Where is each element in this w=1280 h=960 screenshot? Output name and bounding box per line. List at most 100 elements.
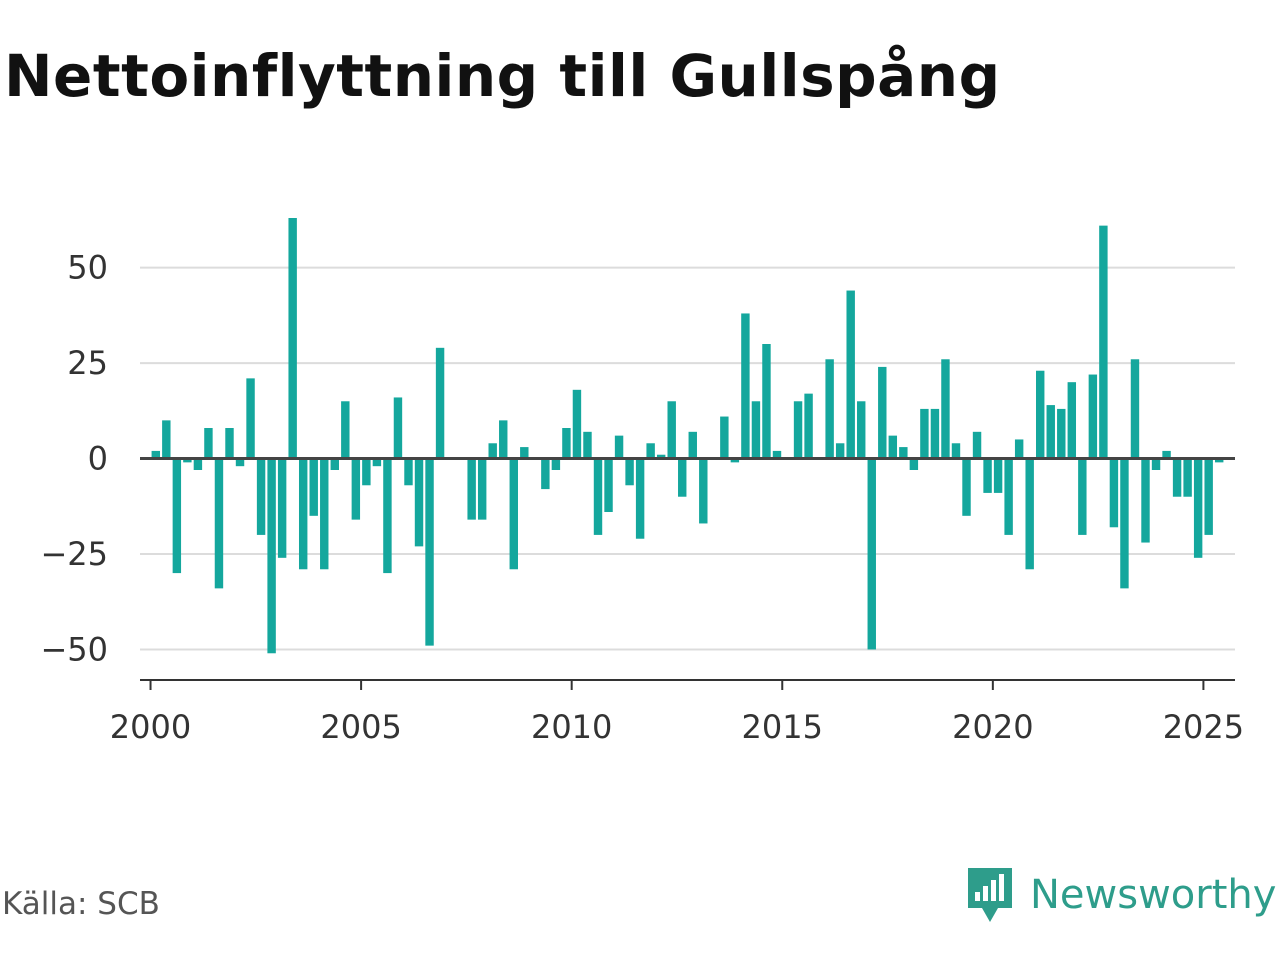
- bar: [751, 401, 761, 459]
- x-tick-label: 2005: [320, 708, 401, 746]
- bar: [330, 458, 339, 470]
- bar: [1151, 458, 1161, 470]
- bar: [614, 435, 624, 459]
- bar: [867, 458, 876, 650]
- bar: [309, 458, 318, 516]
- bar: [678, 458, 687, 497]
- bar: [225, 428, 234, 459]
- bar: [1172, 458, 1182, 497]
- bar: [204, 428, 213, 459]
- bar: [1078, 458, 1087, 535]
- bar: [962, 458, 971, 516]
- x-tick-label: 2020: [952, 708, 1033, 746]
- x-tick-label: 2000: [110, 708, 191, 746]
- bar: [835, 443, 845, 459]
- bar: [277, 458, 287, 558]
- bar: [1036, 370, 1045, 459]
- bar: [1067, 382, 1077, 459]
- bar: [772, 450, 782, 459]
- brand-logo: Newsworthy: [964, 864, 1276, 926]
- bar: [583, 431, 592, 459]
- bar: [372, 458, 382, 467]
- bar: [951, 443, 961, 459]
- bar: [267, 458, 276, 654]
- y-axis-tick-labels: 50 25 0 −25 −50: [40, 249, 108, 669]
- bar: [857, 401, 866, 459]
- source-note: Källa: SCB: [2, 886, 160, 922]
- y-tick-label: 50: [67, 249, 108, 287]
- bar: [341, 401, 350, 459]
- newsworthy-logo-icon: [968, 868, 1012, 922]
- bar: [699, 458, 708, 524]
- y-tick-label: −50: [40, 630, 108, 668]
- bar: [404, 458, 413, 486]
- bar: [1099, 225, 1108, 459]
- chart-title: Nettoinflyttning till Gullspång: [4, 42, 1001, 110]
- x-tick-label: 2015: [742, 708, 823, 746]
- bar: [1046, 405, 1055, 459]
- bar: [183, 458, 192, 463]
- bar: [162, 420, 171, 459]
- bar: [362, 458, 371, 486]
- bar: [720, 416, 729, 459]
- bar: [730, 458, 740, 463]
- bar: [551, 458, 561, 470]
- bar: [172, 458, 182, 574]
- x-axis-tick-labels: 2000 2005 2010 2015 2020 2025: [110, 708, 1244, 746]
- bar: [541, 458, 550, 490]
- bar: [741, 313, 750, 459]
- bar: [256, 458, 266, 535]
- bar: [1214, 458, 1224, 463]
- bar: [593, 458, 603, 535]
- bar: [1004, 458, 1013, 535]
- brand-name: Newsworthy: [1030, 872, 1277, 918]
- bar: [320, 458, 329, 570]
- bar: [909, 458, 919, 470]
- bar: [825, 359, 834, 459]
- bar: [972, 431, 982, 459]
- bar: [1130, 359, 1140, 459]
- bar: [1014, 439, 1024, 459]
- bar: [393, 397, 403, 459]
- bar: [298, 458, 308, 570]
- bar: [920, 408, 929, 459]
- bar: [604, 458, 613, 512]
- bar: [993, 458, 1003, 493]
- bar: [1057, 408, 1066, 459]
- bar: [572, 389, 582, 459]
- bar: [1025, 458, 1034, 570]
- bar: [467, 458, 476, 520]
- bar: [804, 393, 813, 459]
- bar: [214, 458, 224, 589]
- axes: [140, 457, 1235, 690]
- bar: [899, 447, 908, 459]
- bar: [477, 458, 487, 520]
- bar: [1120, 458, 1129, 589]
- bar: [983, 458, 992, 493]
- bar: [625, 458, 634, 486]
- y-tick-label: 0: [88, 440, 108, 478]
- bar: [667, 401, 676, 459]
- bar: [878, 366, 887, 459]
- bar: [499, 420, 508, 459]
- bar: [193, 458, 203, 470]
- bar: [520, 447, 529, 459]
- bar: [1088, 374, 1098, 459]
- bar: [562, 428, 571, 459]
- bar: [1204, 458, 1213, 535]
- bar: [351, 458, 361, 520]
- bar: [888, 435, 898, 459]
- bar: [793, 401, 803, 459]
- bar: [941, 359, 950, 459]
- bar: [1183, 458, 1192, 497]
- bar: [246, 378, 255, 459]
- bar: [288, 218, 297, 459]
- bar: [1162, 450, 1171, 459]
- y-tick-label: −25: [40, 535, 108, 573]
- bars: [151, 218, 1224, 654]
- bar: [509, 458, 518, 570]
- bar: [425, 458, 434, 646]
- bar: [635, 458, 645, 539]
- bar: [383, 458, 392, 574]
- bar: [414, 458, 424, 547]
